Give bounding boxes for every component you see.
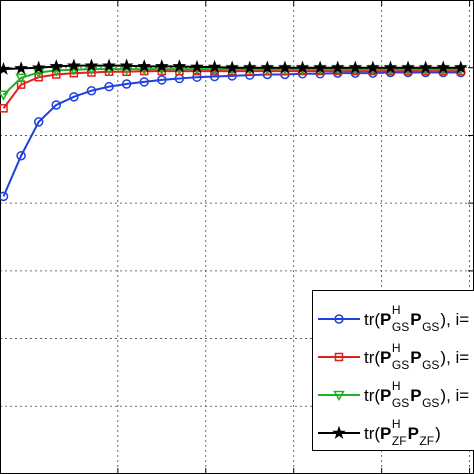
legend-label: GS (422, 396, 439, 410)
marker (31, 60, 46, 74)
marker (84, 58, 99, 72)
marker (436, 60, 451, 74)
marker (0, 191, 9, 202)
marker (104, 81, 114, 92)
marker (333, 390, 345, 402)
legend-label: P (380, 348, 391, 367)
series-line (2, 70, 461, 109)
marker (334, 314, 344, 324)
legend-label: tr( (364, 386, 380, 405)
legend-label: H (392, 341, 401, 355)
legend-label: tr( (364, 310, 380, 329)
marker (278, 60, 292, 74)
legend-label: H (392, 379, 401, 393)
marker (260, 60, 275, 74)
marker (66, 58, 81, 72)
marker (366, 60, 380, 74)
marker (154, 59, 169, 73)
marker (119, 58, 134, 72)
legend-label: P (410, 348, 421, 367)
marker (453, 60, 468, 74)
legend-label: P (410, 386, 421, 405)
marker (418, 60, 433, 74)
legend-label: ), i= (440, 386, 469, 405)
marker (16, 150, 26, 161)
legend-label: GS (392, 358, 409, 372)
marker (139, 77, 149, 87)
marker (49, 59, 64, 73)
marker (69, 92, 79, 102)
legend-label: P (380, 310, 391, 329)
legend-label: tr( (364, 424, 380, 443)
legend-label: tr( (364, 348, 380, 367)
marker (242, 60, 257, 74)
legend-label: P (410, 310, 421, 329)
marker (190, 59, 204, 73)
marker (295, 60, 310, 74)
marker (225, 60, 240, 74)
marker (172, 59, 187, 73)
legend-label: ZF (392, 434, 407, 448)
legend-label: ZF (419, 434, 434, 448)
marker (332, 425, 346, 439)
legend-label: P (408, 424, 419, 443)
marker (121, 79, 132, 89)
legend-box (312, 290, 474, 451)
marker (102, 58, 116, 72)
legend-label: H (392, 417, 401, 431)
legend-label: P (380, 386, 391, 405)
marker (157, 75, 167, 85)
marker (86, 85, 97, 96)
marker (0, 90, 10, 101)
marker (348, 60, 363, 74)
marker (0, 61, 11, 75)
legend-label: GS (392, 396, 409, 410)
marker (15, 73, 27, 84)
marker (401, 60, 415, 74)
legend-label: ), i= (440, 310, 469, 329)
marker (33, 117, 44, 127)
legend-label: GS (392, 320, 409, 334)
legend-label: GS (422, 358, 439, 372)
legend: tr(P HGS P GS), i=tr(P HGS P GS), i=tr(P HGS P GS… (312, 290, 474, 451)
series-line (2, 71, 461, 197)
marker (34, 72, 43, 82)
marker (14, 61, 28, 75)
marker (383, 60, 398, 74)
legend-label: ) (435, 424, 441, 443)
marker (0, 104, 8, 113)
marker (313, 60, 327, 74)
marker (330, 60, 345, 74)
marker (137, 59, 152, 73)
legend-label: GS (422, 320, 439, 334)
marker (207, 59, 222, 73)
marker (334, 352, 344, 362)
legend-label: P (380, 424, 391, 443)
marker (51, 100, 62, 110)
legend-label: H (392, 303, 401, 317)
legend-label: ), i= (440, 348, 469, 367)
